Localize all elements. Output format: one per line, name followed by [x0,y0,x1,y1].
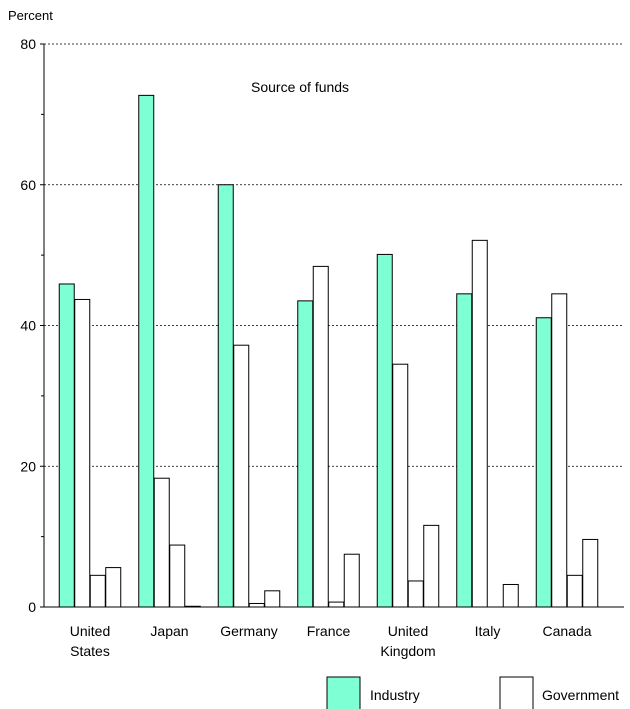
bar-government [74,298,91,608]
y-tick-label: 60 [20,177,36,193]
bar-government [471,239,488,608]
bar-industry [456,293,473,608]
bar-industry [217,184,234,608]
legend-swatch [499,676,534,709]
x-tick-label: States [70,643,110,659]
bar-series-4 [105,567,122,608]
x-tick-label: United [70,623,110,639]
bar-series-4 [343,553,360,608]
bar-industry [376,253,393,608]
legend-swatch [326,676,361,709]
y-tick-label: 0 [28,599,36,615]
y-tick-label: 40 [20,318,36,334]
x-tick-label: France [307,623,351,639]
x-tick-label: Canada [542,623,591,639]
bar-industry [297,300,314,608]
x-tick-label: Japan [150,623,188,639]
x-tick-label: Italy [475,623,501,639]
x-tick-label: Kingdom [380,643,435,659]
bar-industry [535,317,552,608]
legend-label: Industry [370,687,420,703]
bar-government [233,344,250,608]
bar-series-3 [328,601,345,608]
bar-series-4 [264,590,281,608]
x-tick-label: United [388,623,428,639]
y-tick-label: 80 [20,36,36,52]
bar-industry [58,283,75,608]
bar-series-3 [248,602,265,608]
bar-series-3 [89,574,106,608]
bar-government [312,265,329,608]
x-tick-label: Germany [220,623,278,639]
bar-government [392,363,409,608]
bar-government [551,293,568,608]
y-tick-label: 20 [20,458,36,474]
y-axis-label: Percent [8,8,53,23]
chart-annotation: Source of funds [251,79,349,95]
bar-series-3 [169,544,186,608]
bar-series-4 [423,524,440,608]
bar-government [153,477,170,608]
bar-series-3 [407,580,424,608]
bar-series-4 [502,583,519,608]
bar-series-4 [582,538,599,608]
legend-label: Government [542,687,619,703]
bar-series-3 [566,574,583,608]
bar-industry [138,94,155,608]
